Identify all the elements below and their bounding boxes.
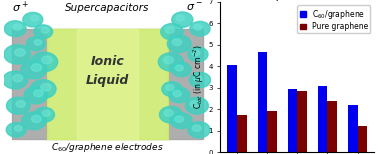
Circle shape — [175, 65, 183, 71]
Bar — [168, 29, 203, 139]
Text: Liquid: Liquid — [86, 73, 129, 87]
Circle shape — [34, 40, 42, 45]
Circle shape — [190, 21, 210, 36]
Text: $C_{60}$/graphene electrodes: $C_{60}$/graphene electrodes — [51, 141, 164, 154]
Bar — [47, 29, 168, 139]
Legend: C$_{60}$/graphene, Pure graphene: C$_{60}$/graphene, Pure graphene — [297, 5, 370, 33]
Circle shape — [22, 112, 46, 130]
Circle shape — [34, 107, 54, 122]
Circle shape — [162, 82, 182, 96]
Bar — [47, 29, 168, 139]
Circle shape — [172, 12, 193, 27]
Circle shape — [175, 116, 183, 122]
Bar — [297, 91, 307, 152]
Bar — [47, 29, 168, 139]
Circle shape — [6, 123, 26, 137]
Circle shape — [42, 110, 50, 116]
Text: $\sigma^-$: $\sigma^-$ — [186, 2, 203, 13]
Bar — [288, 89, 297, 152]
Circle shape — [176, 15, 184, 21]
Bar — [327, 101, 337, 152]
Circle shape — [169, 87, 190, 103]
Bar — [77, 29, 138, 139]
Bar — [47, 29, 168, 139]
Circle shape — [172, 39, 181, 46]
Circle shape — [23, 12, 43, 27]
Circle shape — [21, 60, 47, 79]
Circle shape — [164, 110, 173, 116]
Circle shape — [158, 53, 183, 71]
Circle shape — [194, 24, 202, 30]
Circle shape — [15, 49, 25, 56]
Bar — [318, 86, 327, 152]
Bar — [257, 52, 267, 152]
Bar — [47, 29, 168, 139]
Bar — [47, 29, 168, 139]
Text: $\sigma^+$: $\sigma^+$ — [12, 0, 29, 15]
Circle shape — [171, 62, 191, 77]
Bar — [47, 29, 168, 139]
Circle shape — [42, 56, 52, 64]
Circle shape — [194, 75, 202, 82]
Bar — [47, 29, 168, 139]
Circle shape — [163, 56, 174, 64]
Circle shape — [3, 71, 28, 89]
Circle shape — [192, 50, 200, 56]
Bar — [348, 105, 358, 152]
Circle shape — [4, 21, 26, 37]
Bar — [47, 29, 168, 139]
Circle shape — [192, 125, 201, 132]
Y-axis label: C$_{tot}$ (in $\mu$C cm$^{-2}$): C$_{tot}$ (in $\mu$C cm$^{-2}$) — [191, 45, 206, 109]
Bar — [358, 126, 367, 152]
Bar — [267, 111, 277, 152]
Circle shape — [160, 106, 183, 123]
Bar — [47, 29, 168, 139]
Circle shape — [189, 72, 211, 88]
Circle shape — [165, 27, 174, 33]
Text: Supercapacitors: Supercapacitors — [65, 3, 150, 13]
Bar — [47, 29, 168, 139]
Circle shape — [31, 64, 42, 71]
Circle shape — [190, 101, 199, 107]
Circle shape — [34, 25, 53, 39]
Circle shape — [41, 28, 49, 33]
Circle shape — [30, 80, 56, 98]
Bar — [228, 65, 237, 152]
Circle shape — [167, 35, 191, 52]
Circle shape — [41, 83, 51, 91]
Bar — [47, 29, 168, 139]
Circle shape — [188, 122, 210, 138]
Circle shape — [13, 24, 22, 30]
Circle shape — [173, 91, 181, 97]
Bar — [47, 29, 168, 139]
Circle shape — [31, 15, 39, 21]
Circle shape — [34, 90, 43, 97]
Bar — [47, 29, 168, 139]
Bar — [12, 29, 47, 139]
Circle shape — [31, 115, 41, 123]
Circle shape — [13, 75, 23, 82]
Bar — [47, 29, 168, 139]
Circle shape — [24, 87, 48, 104]
Circle shape — [31, 52, 57, 72]
Bar — [47, 29, 168, 139]
Circle shape — [185, 97, 208, 114]
Circle shape — [26, 37, 45, 51]
Bar — [47, 29, 168, 139]
Circle shape — [161, 24, 183, 40]
Circle shape — [170, 113, 192, 129]
Bar — [47, 29, 168, 139]
Circle shape — [166, 85, 174, 91]
Bar — [237, 115, 247, 152]
Bar — [47, 29, 168, 139]
Circle shape — [4, 45, 31, 64]
Circle shape — [6, 97, 30, 114]
Text: Ionic: Ionic — [91, 55, 124, 68]
Circle shape — [188, 47, 208, 62]
Bar — [47, 29, 168, 139]
Circle shape — [16, 101, 25, 107]
Circle shape — [14, 126, 22, 131]
Bar — [47, 29, 168, 139]
Title: Capacitance: Capacitance — [263, 0, 332, 1]
